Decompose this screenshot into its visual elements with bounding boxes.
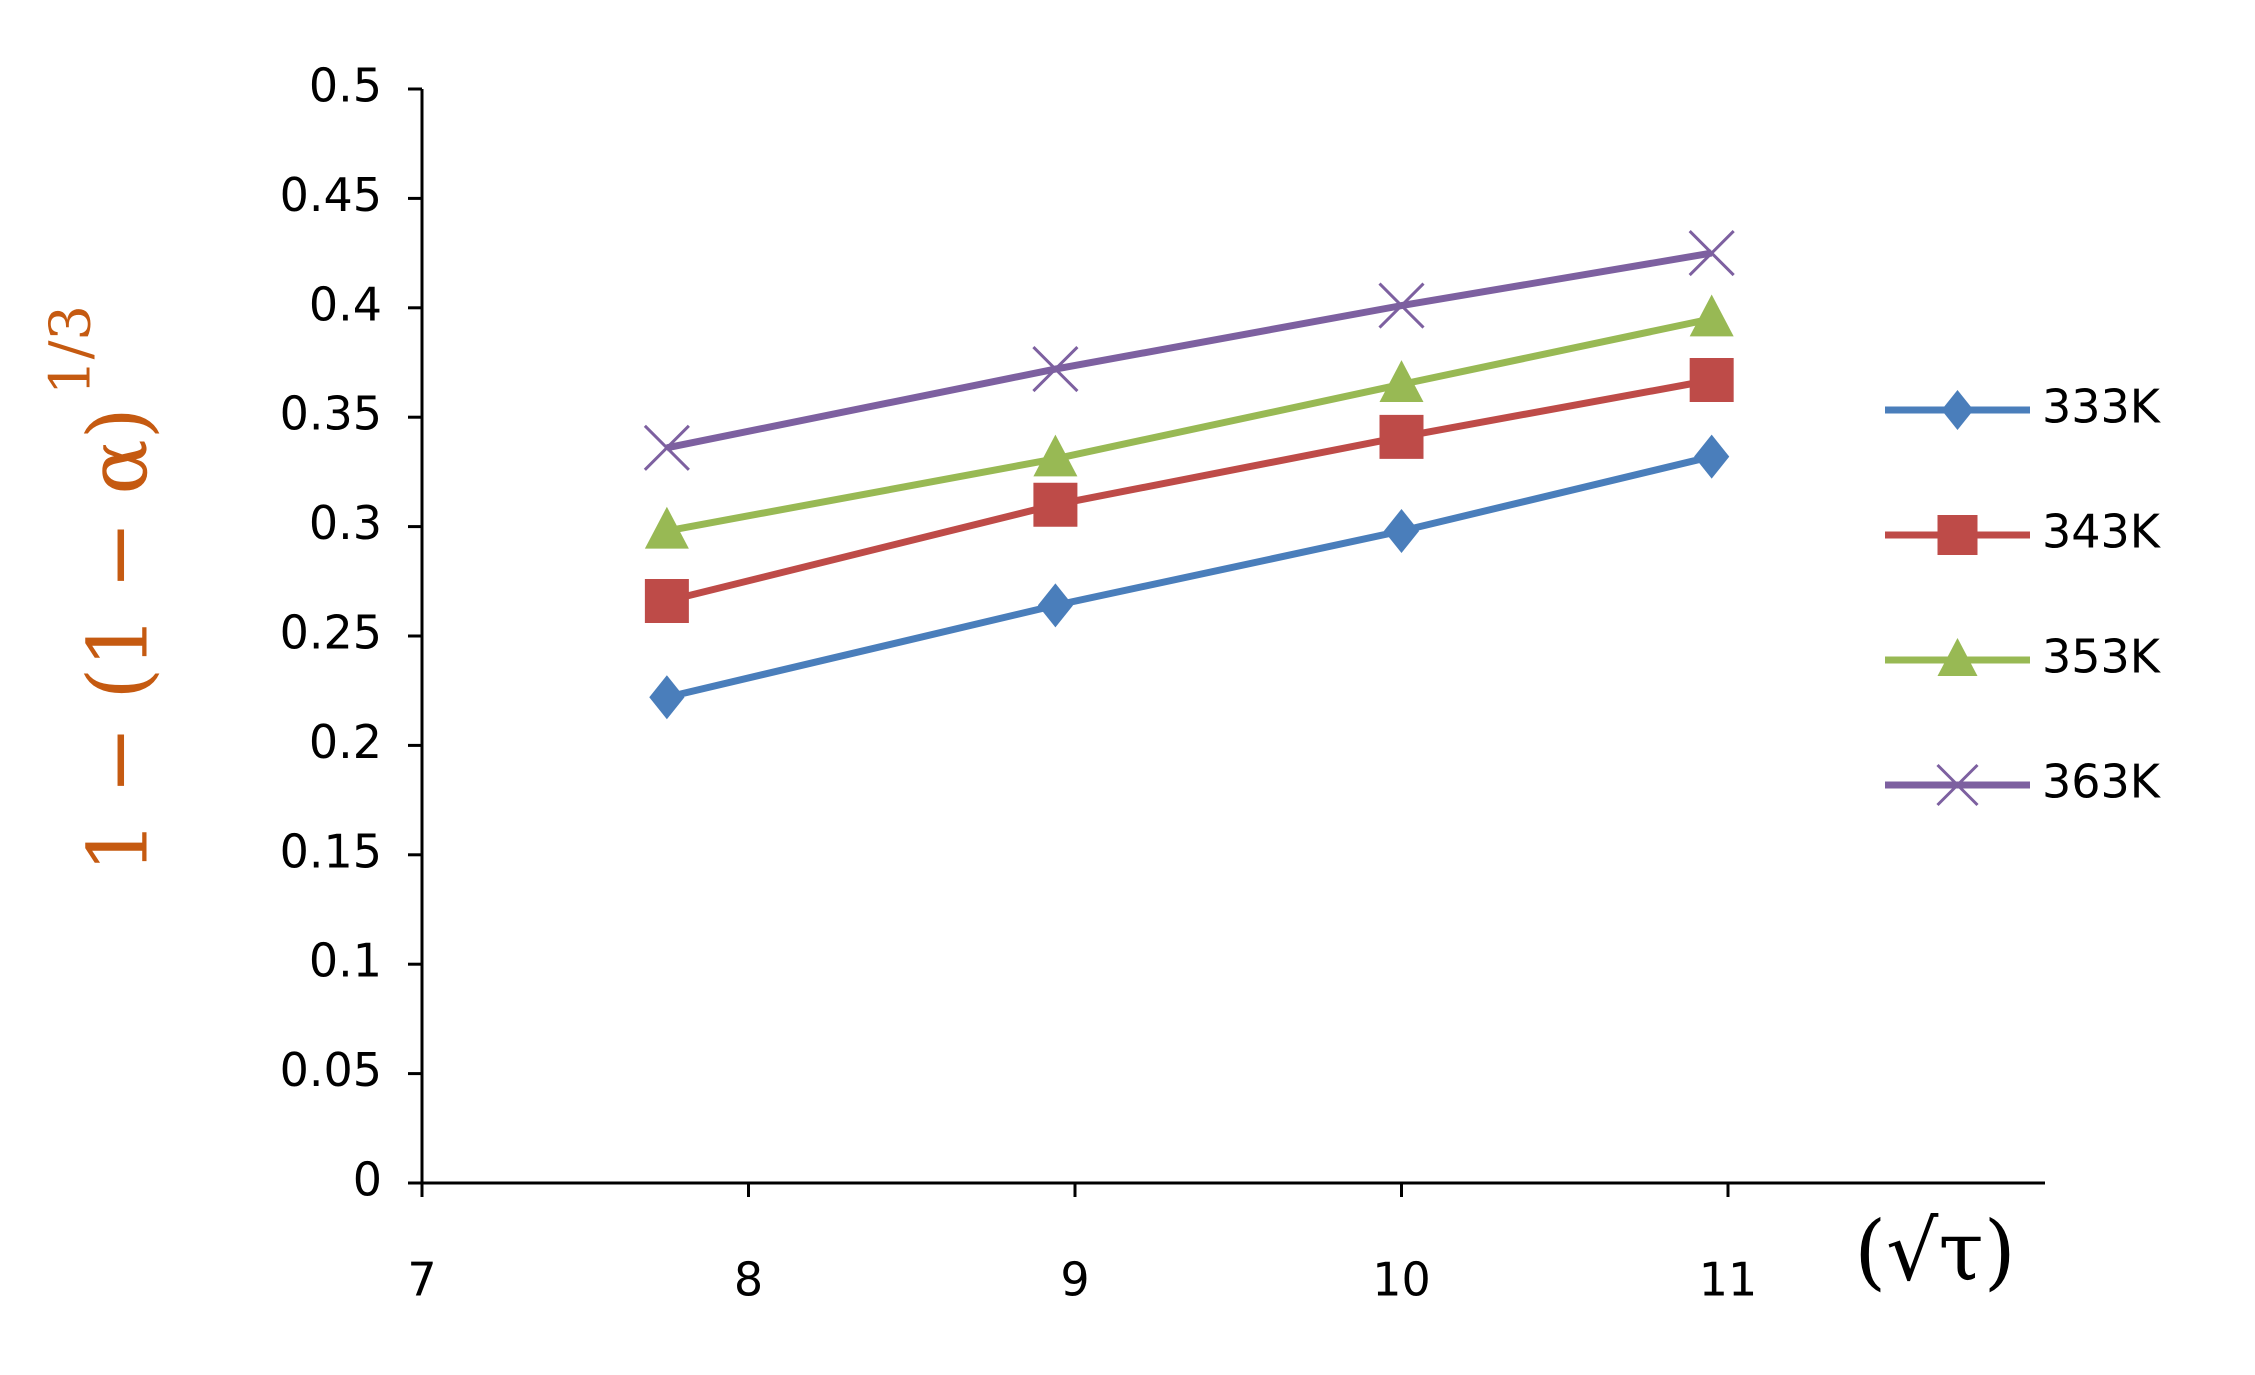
data-point: [1379, 360, 1424, 402]
series-line: [666, 376, 1713, 605]
y-tick-label: 0.1: [309, 934, 382, 988]
y-tick-label: 0.4: [309, 277, 382, 331]
data-point: [1378, 282, 1425, 329]
data-point: [1037, 583, 1074, 628]
data-point: [1689, 294, 1734, 337]
data-point: [1689, 358, 1734, 403]
data-point: [1033, 482, 1078, 527]
legend-label: 353K: [2042, 630, 2162, 684]
data-point: [1688, 230, 1735, 277]
legend-marker: [1936, 763, 1979, 807]
y-tick-label: 0.25: [280, 606, 382, 660]
series-line: [666, 249, 1713, 452]
y-tick-label: 0.5: [309, 59, 382, 113]
x-tick-label: 11: [1699, 1253, 1758, 1307]
series-line: [666, 453, 1713, 701]
x-tick-label: 7: [407, 1253, 436, 1307]
data-point: [649, 675, 685, 720]
y-tick-label: 0: [353, 1153, 382, 1207]
y-tick-label: 0.05: [280, 1043, 382, 1097]
series-line: [666, 315, 1713, 535]
data-point: [1033, 434, 1078, 477]
x-tick-label: 9: [1060, 1253, 1089, 1307]
y-tick-label: 0.3: [309, 496, 382, 550]
legend-marker: [1941, 390, 1974, 430]
y-tick-label: 0.45: [280, 168, 382, 222]
legend-marker: [1937, 638, 1978, 676]
y-axis-title: 1 − (1 − α) 1/3: [39, 305, 167, 873]
legend-label: 333K: [2042, 380, 2162, 434]
y-tick-label: 0.35: [280, 387, 382, 441]
legend-label: 343K: [2042, 505, 2162, 559]
y-tick-label: 0.15: [280, 824, 382, 878]
x-tick-label: 8: [734, 1253, 763, 1307]
data-point: [1032, 346, 1079, 393]
y-tick-label: 0.2: [309, 715, 382, 769]
data-point: [644, 578, 689, 623]
data-point: [1694, 434, 1730, 479]
legend-marker: [1937, 515, 1978, 555]
x-tick-label: 10: [1372, 1253, 1431, 1307]
x-axis-label: (√τ): [1854, 1205, 2016, 1300]
y-axis-label: 1 − (1 − α): [72, 407, 167, 872]
y-axis-label-exponent: 1/3: [39, 305, 104, 395]
legend-label: 363K: [2042, 755, 2162, 809]
data-point: [1383, 508, 1420, 553]
data-point: [643, 424, 690, 471]
data-point: [644, 506, 689, 549]
data-point: [1379, 414, 1424, 459]
